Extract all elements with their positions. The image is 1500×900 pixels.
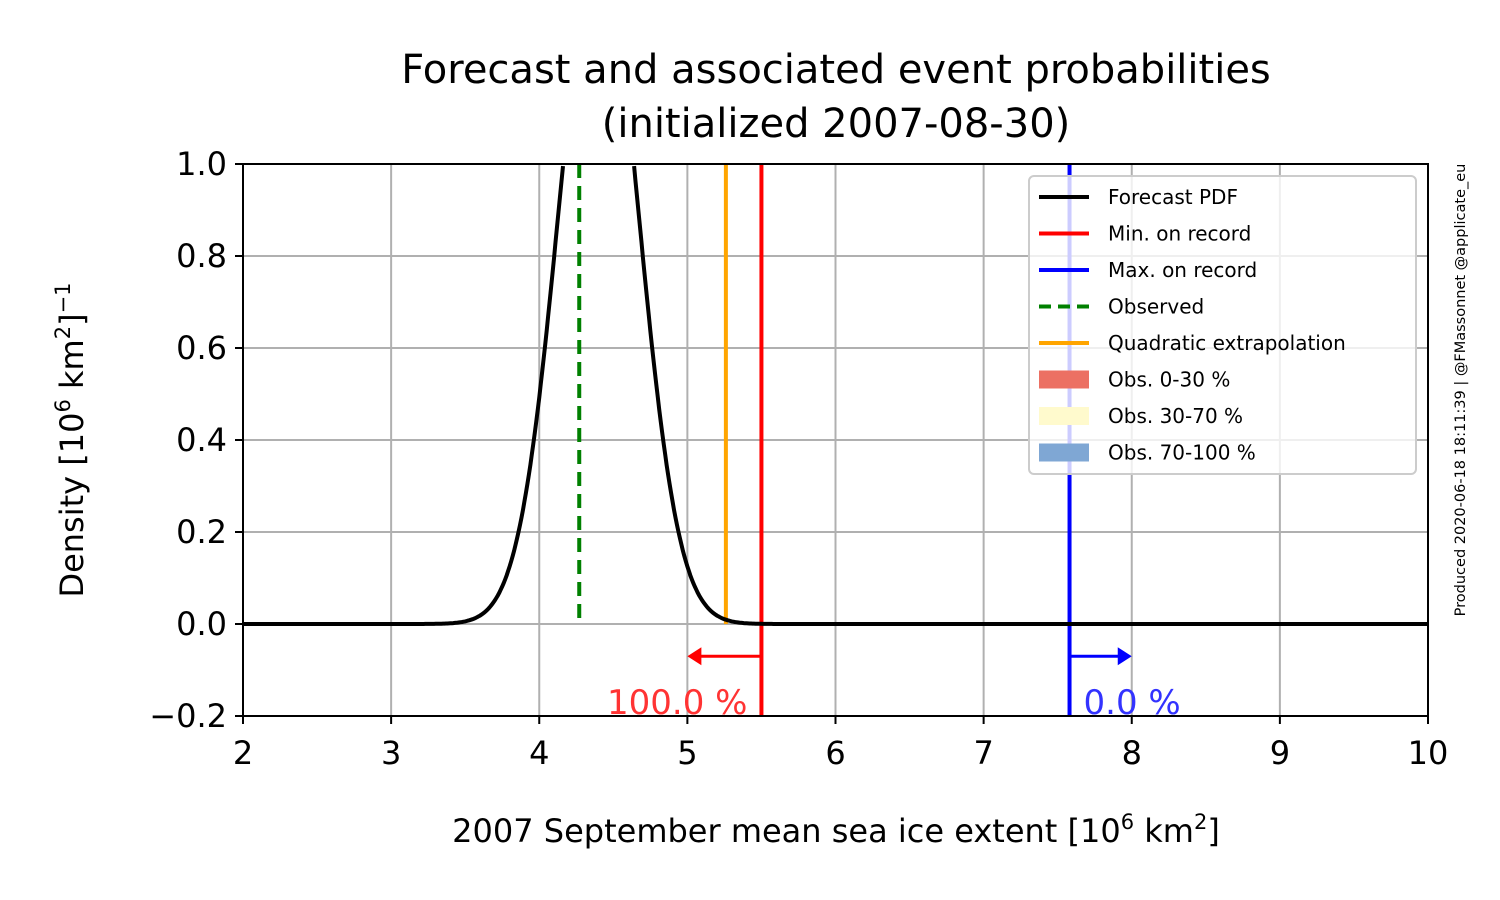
y-tick-label: 1.0: [176, 145, 227, 183]
y-tick-label: 0.4: [176, 421, 227, 459]
probability-annotations: 100.0 % 0.0 %: [607, 647, 1181, 723]
legend: Forecast PDF Min. on record Max. on record…: [1028, 175, 1417, 475]
x-tick-label: 6: [825, 734, 845, 772]
x-tick-label: 2: [233, 734, 253, 772]
chart-title-line1: Forecast and associated event probabilit…: [401, 47, 1271, 93]
legend-label: Obs. 0-30 %: [1108, 368, 1230, 392]
x-axis-label: 2007 September mean sea ice extent [106 …: [452, 810, 1220, 850]
legend-label: Quadratic extrapolation: [1108, 331, 1346, 355]
legend-swatch: [1039, 370, 1089, 389]
min-arrow-head: [687, 647, 702, 666]
x-tick-label: 4: [529, 734, 549, 772]
forecast-pdf-curve: [632, 165, 1428, 626]
credit-text: Produced 2020-06-18 18:11:39 | @FMassonn…: [1453, 164, 1469, 617]
chart-title-line2: (initialized 2007-08-30): [602, 101, 1071, 147]
legend-box: [1028, 175, 1417, 475]
legend-swatch: [1039, 407, 1089, 425]
legend-swatch: [1039, 443, 1089, 462]
forecast-pdf-curve-group: [243, 165, 1428, 626]
y-tick-label: 0.0: [176, 605, 227, 643]
y-tick-label: 0.8: [176, 237, 227, 275]
x-tick-label: 7: [973, 734, 993, 772]
y-tick-label: 0.2: [176, 513, 227, 551]
y-tick-label: 0.6: [176, 329, 227, 367]
x-tick-label: 10: [1408, 734, 1449, 772]
axis-ticks: 2 3 4 5 6 7 8 9 10 −0.2 0.0 0.2 0.4 0.6 0.8 1.0: [149, 145, 1448, 772]
x-tick-label: 8: [1122, 734, 1142, 772]
y-axis-label: Density [106 km2]−1: [51, 282, 91, 597]
max-arrow-head: [1117, 647, 1132, 666]
x-tick-label: 5: [677, 734, 697, 772]
legend-label: Observed: [1108, 295, 1204, 319]
legend-label: Forecast PDF: [1108, 185, 1238, 209]
legend-label: Obs. 70-100 %: [1108, 441, 1256, 465]
x-tick-label: 9: [1270, 734, 1290, 772]
legend-label: Max. on record: [1108, 258, 1257, 282]
y-tick-label: −0.2: [149, 697, 227, 735]
forecast-pdf-curve: [243, 165, 565, 626]
legend-label: Min. on record: [1108, 222, 1251, 246]
x-tick-label: 3: [381, 734, 401, 772]
legend-label: Obs. 30-70 %: [1108, 404, 1243, 428]
min-probability-label: 100.0 %: [607, 683, 747, 723]
